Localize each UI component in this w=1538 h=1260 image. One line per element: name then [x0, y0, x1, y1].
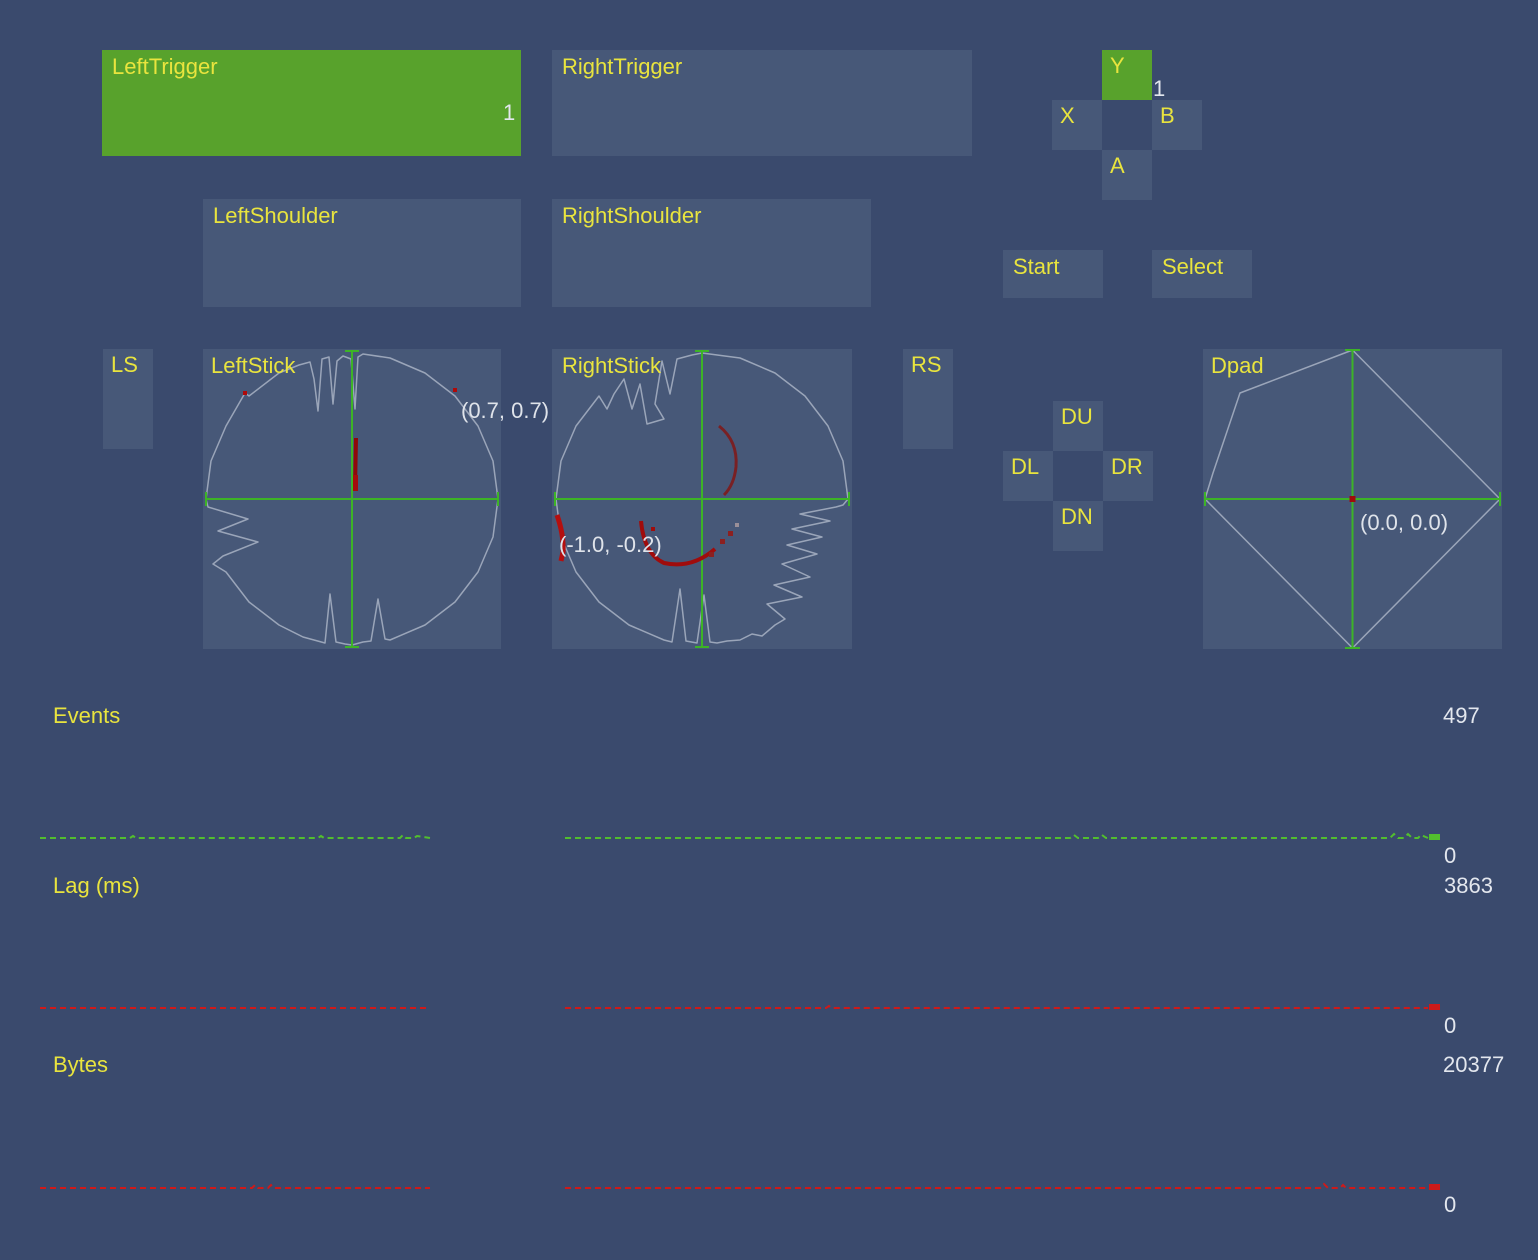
- left-trigger-indicator: LeftTrigger: [102, 50, 521, 156]
- lag-current-value: 0: [1444, 1013, 1457, 1038]
- select-button-label: Select: [1162, 254, 1224, 279]
- left-stick-range-trace: [205, 353, 499, 646]
- dpad-down-indicator: DN: [1053, 501, 1103, 551]
- bytes-stat-label: Bytes: [53, 1052, 109, 1077]
- left-stick-panel: LeftStick: [203, 349, 501, 649]
- left-trigger-value: 1: [503, 100, 516, 125]
- right-stick-trace-plot: [554, 350, 850, 648]
- button-b-label: B: [1160, 103, 1175, 128]
- lag-sparkline: [40, 1004, 1428, 1009]
- events-total-value: 497: [1443, 703, 1480, 728]
- right-stick-crosshair: [554, 350, 850, 648]
- bytes-sparkline: [40, 1182, 1428, 1189]
- dpad-up-label: DU: [1061, 404, 1093, 429]
- select-button-indicator: Select: [1152, 250, 1252, 298]
- dpad-up-indicator: DU: [1053, 401, 1103, 451]
- lag-stat-label: Lag (ms): [53, 873, 140, 898]
- button-a-label: A: [1110, 153, 1125, 178]
- right-trigger-indicator: RightTrigger: [552, 50, 972, 156]
- button-y-label: Y: [1110, 53, 1125, 78]
- button-y-value: 1: [1153, 76, 1166, 101]
- lag-total-value: 3863: [1444, 873, 1493, 898]
- ls-button-label: LS: [111, 352, 138, 377]
- dpad-coord: (0.0, 0.0): [1360, 510, 1449, 535]
- bytes-current-value: 0: [1444, 1192, 1457, 1217]
- button-x-indicator: X: [1052, 100, 1102, 150]
- left-shoulder-label: LeftShoulder: [213, 203, 338, 228]
- events-current-value: 0: [1444, 843, 1457, 868]
- right-shoulder-indicator: RightShoulder: [552, 199, 871, 307]
- start-button-indicator: Start: [1003, 250, 1103, 298]
- right-stick-coord: (-1.0, -0.2): [559, 532, 662, 557]
- rs-button-indicator: RS: [903, 349, 953, 449]
- button-a-indicator: A: [1102, 150, 1152, 200]
- left-trigger-label: LeftTrigger: [112, 54, 218, 79]
- button-b-indicator: B: [1152, 100, 1202, 150]
- left-stick-coord: (0.7, 0.7): [461, 398, 550, 423]
- bytes-total-value: 20377: [1443, 1052, 1505, 1077]
- right-stick-recent-trace: [554, 424, 739, 567]
- dpad-left-indicator: DL: [1003, 451, 1053, 501]
- dpad-right-indicator: DR: [1103, 451, 1153, 501]
- left-stick-label: LeftStick: [211, 353, 296, 378]
- dpad-panel: Dpad: [1203, 349, 1502, 649]
- events-sparkline-endcap: [1429, 834, 1440, 840]
- button-x-label: X: [1060, 103, 1075, 128]
- left-stick-recent-trace: [243, 388, 457, 491]
- bytes-sparkline-endcap: [1429, 1184, 1440, 1190]
- dpad-label: Dpad: [1211, 353, 1264, 378]
- rs-button-label: RS: [911, 352, 942, 377]
- right-shoulder-label: RightShoulder: [562, 203, 702, 228]
- lag-sparkline-endcap: [1429, 1004, 1440, 1010]
- left-shoulder-indicator: LeftShoulder: [203, 199, 521, 307]
- left-stick-crosshair: [205, 350, 499, 648]
- right-stick-panel: RightStick: [552, 349, 852, 649]
- left-stick-trace-plot: [205, 350, 499, 648]
- right-trigger-label: RightTrigger: [562, 54, 683, 79]
- dpad-position-dot: [1349, 496, 1356, 502]
- dpad-left-label: DL: [1011, 454, 1040, 479]
- dpad-trace-plot: [1204, 349, 1501, 649]
- dpad-down-label: DN: [1061, 504, 1093, 529]
- right-stick-range-trace: [555, 352, 849, 644]
- button-y-indicator: Y: [1102, 50, 1152, 100]
- events-stat-label: Events: [53, 703, 121, 728]
- right-stick-label: RightStick: [562, 353, 662, 378]
- ls-button-indicator: LS: [103, 349, 153, 449]
- dpad-right-label: DR: [1111, 454, 1143, 479]
- events-sparkline: [40, 832, 1429, 839]
- start-button-label: Start: [1013, 254, 1060, 279]
